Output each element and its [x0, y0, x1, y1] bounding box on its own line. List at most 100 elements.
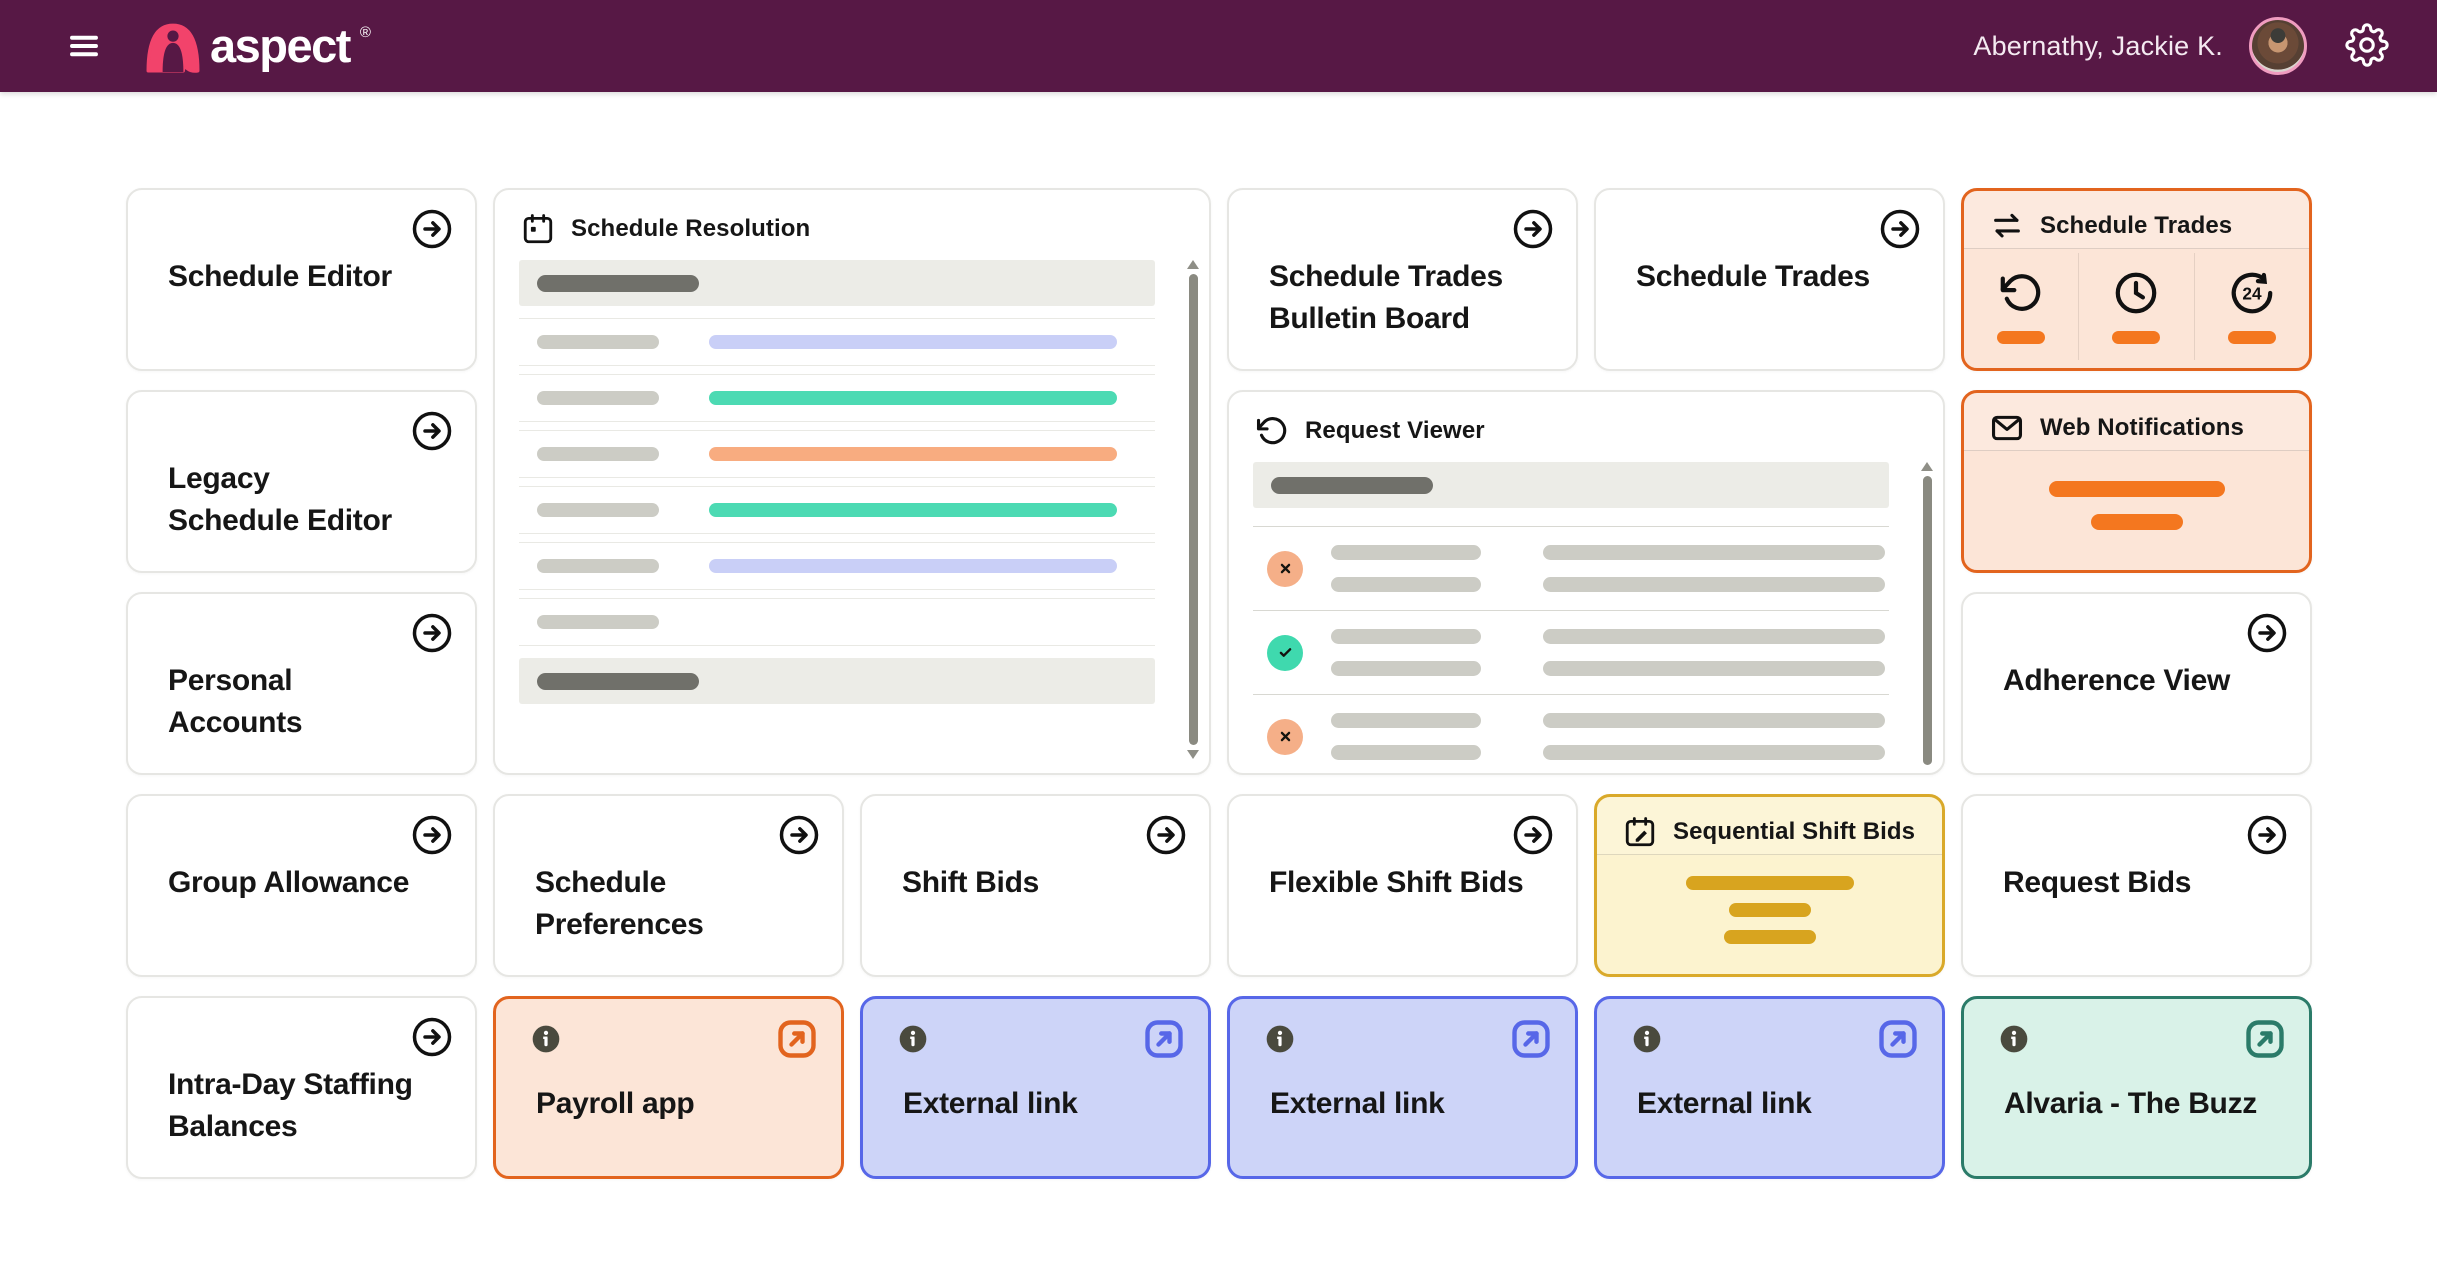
notification-skeleton [1964, 451, 2309, 560]
arrow-right-circle-icon[interactable] [1879, 208, 1921, 250]
external-link-icon[interactable] [2243, 1017, 2287, 1061]
skeleton-bar [709, 335, 1117, 349]
card-group-allowance[interactable]: Group Allowance [126, 794, 477, 977]
external-link-icon[interactable] [1509, 1017, 1553, 1061]
info-icon[interactable] [530, 1023, 562, 1055]
skeleton-bar [709, 447, 1117, 461]
gear-icon[interactable] [2343, 22, 2391, 70]
card-flexible-shift-bids[interactable]: Flexible Shift Bids [1227, 794, 1578, 977]
arrow-right-circle-icon[interactable] [2246, 814, 2288, 856]
card-title: Flexible Shift Bids [1269, 866, 1524, 899]
arrow-right-circle-icon[interactable] [411, 1016, 453, 1058]
user-cluster: Abernathy, Jackie K. [1973, 17, 2391, 75]
skeleton-bar [1543, 629, 1885, 644]
external-link-icon[interactable] [1142, 1017, 1186, 1061]
widget-title: Schedule Resolution [571, 215, 811, 242]
card-alvaria-the-buzz[interactable]: Alvaria - The Buzz [1961, 996, 2312, 1179]
title-line: Schedule Trades [1269, 260, 1503, 293]
skeleton-pill [537, 274, 699, 292]
card-title: Schedule Editor [168, 260, 392, 293]
skeleton-bar [2048, 481, 2225, 497]
widget-title: Sequential Shift Bids [1673, 817, 1916, 845]
scroll-up-icon[interactable] [1187, 260, 1199, 269]
approved-check-icon [1267, 634, 1303, 671]
svg-text:24: 24 [2242, 283, 2262, 303]
trade-actions: 24 [1964, 253, 2309, 360]
card-title: Alvaria - The Buzz [2004, 1087, 2257, 1120]
card-title: Schedule Trades [1636, 260, 1870, 293]
card-schedule-resolution[interactable]: Schedule Resolution [493, 188, 1211, 775]
arrow-right-circle-icon[interactable] [411, 208, 453, 250]
external-link-icon[interactable] [775, 1017, 819, 1061]
info-icon[interactable] [1631, 1023, 1663, 1055]
external-link-icon[interactable] [1876, 1017, 1920, 1061]
arrow-right-circle-icon[interactable] [2246, 612, 2288, 654]
scrollbar[interactable] [1919, 462, 1935, 765]
arrow-right-circle-icon[interactable] [1145, 814, 1187, 856]
skeleton-bar [1997, 330, 2046, 344]
arrow-right-circle-icon[interactable] [411, 814, 453, 856]
card-external-link-3[interactable]: External link [1594, 996, 1945, 1179]
brand-logo[interactable]: aspect ® [146, 19, 371, 73]
info-icon[interactable] [1264, 1023, 1296, 1055]
skeleton-bar [709, 503, 1117, 517]
card-personal-accounts[interactable]: Personal Accounts [126, 592, 477, 775]
registered-mark: ® [359, 24, 371, 41]
arrow-right-circle-icon[interactable] [1512, 814, 1554, 856]
trade-action[interactable] [2078, 253, 2193, 360]
card-request-viewer[interactable]: Request Viewer [1227, 390, 1945, 775]
skeleton-pill [537, 503, 659, 517]
scrollbar[interactable] [1185, 260, 1201, 759]
scroll-up-icon[interactable] [1921, 462, 1933, 471]
user-name: Abernathy, Jackie K. [1973, 30, 2223, 61]
scroll-down-icon[interactable] [1187, 750, 1199, 759]
skeleton-bar [709, 391, 1117, 405]
card-sequential-shift-bids[interactable]: Sequential Shift Bids [1594, 794, 1945, 977]
card-payroll-app[interactable]: Payroll app [493, 996, 844, 1179]
info-icon[interactable] [897, 1023, 929, 1055]
card-external-link-1[interactable]: External link [860, 996, 1211, 1179]
schedule-resolution-skeleton [519, 256, 1155, 704]
scrollbar-thumb[interactable] [1188, 274, 1198, 745]
title-line: Schedule Editor [168, 504, 392, 537]
avatar[interactable] [2249, 17, 2307, 75]
card-schedule-trades-bulletin-board[interactable]: Schedule Trades Bulletin Board [1227, 188, 1578, 371]
skeleton-pill [537, 447, 659, 461]
skeleton-bar [1543, 713, 1885, 728]
hamburger-menu-icon[interactable] [62, 24, 106, 68]
trade-action[interactable] [1964, 253, 2078, 360]
bid-skeleton [1597, 855, 1942, 964]
card-title: Personal Accounts [168, 660, 441, 744]
scrollbar-thumb[interactable] [1922, 476, 1932, 765]
card-web-notifications[interactable]: Web Notifications [1961, 390, 2312, 573]
arrow-right-circle-icon[interactable] [778, 814, 820, 856]
card-schedule-preferences[interactable]: Schedule Preferences [493, 794, 844, 977]
title-line: Bulletin Board [1269, 302, 1470, 335]
request-row [1253, 526, 1889, 610]
widget-title: Request Viewer [1305, 417, 1485, 444]
card-title: Group Allowance [168, 866, 410, 899]
card-external-link-2[interactable]: External link [1227, 996, 1578, 1179]
info-icon[interactable] [1998, 1023, 2030, 1055]
arrow-right-circle-icon[interactable] [411, 612, 453, 654]
skeleton-pill [537, 335, 659, 349]
skeleton-bars [1331, 629, 1481, 676]
arrow-right-circle-icon[interactable] [411, 410, 453, 452]
card-schedule-trades-widget[interactable]: Schedule Trades 24 [1961, 188, 2312, 371]
card-schedule-trades[interactable]: Schedule Trades [1594, 188, 1945, 371]
widget-header: Web Notifications [1964, 393, 2309, 451]
clock-icon [2116, 272, 2157, 313]
card-shift-bids[interactable]: Shift Bids [860, 794, 1211, 977]
trade-action[interactable]: 24 [2193, 253, 2309, 360]
card-legacy-schedule-editor[interactable]: Legacy Schedule Editor [126, 390, 477, 573]
card-request-bids[interactable]: Request Bids [1961, 794, 2312, 977]
card-adherence-view[interactable]: Adherence View [1961, 592, 2312, 775]
card-title: Legacy Schedule Editor [168, 458, 441, 542]
card-intra-day-staffing-balances[interactable]: Intra-Day Staffing Balances [126, 996, 477, 1179]
skeleton-bar [709, 559, 1117, 573]
card-title: External link [1637, 1087, 1812, 1120]
skeleton-row [519, 486, 1155, 534]
arrow-right-circle-icon[interactable] [1512, 208, 1554, 250]
card-schedule-editor[interactable]: Schedule Editor [126, 188, 477, 371]
skeleton-bar [1543, 577, 1885, 592]
